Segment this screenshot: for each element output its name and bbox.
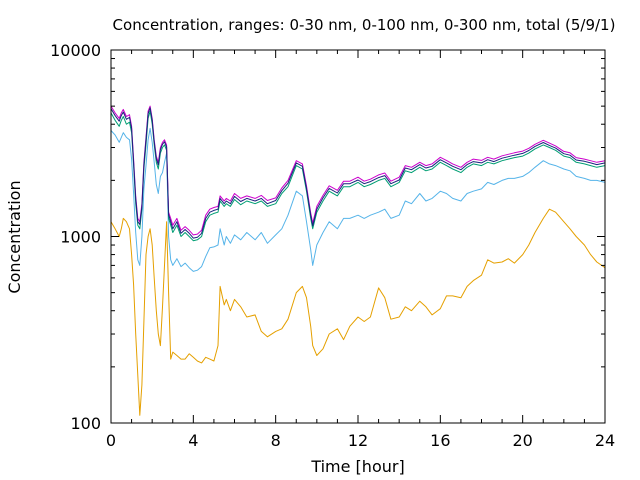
series-line-1 — [110, 208, 606, 416]
x-tick-label: 16 — [430, 431, 450, 450]
x-tick-label: 0 — [106, 431, 116, 450]
x-axis-title: Time [hour] — [310, 457, 404, 476]
y-tick-label: 10000 — [50, 41, 101, 60]
x-tick-label: 12 — [348, 431, 368, 450]
x-axis-ticks: 0 4 8 12 16 20 24 — [106, 50, 615, 450]
y-axis-title: Concentration — [5, 180, 24, 293]
y-axis-ticks: 100 1000 10000 — [50, 41, 605, 433]
x-tick-label: 24 — [595, 431, 615, 450]
y-tick-label: 1000 — [60, 228, 101, 247]
x-tick-label: 20 — [512, 431, 532, 450]
series-line-5 — [110, 107, 606, 239]
plot-frame — [110, 49, 606, 424]
x-tick-label: 4 — [188, 431, 198, 450]
y-tick-label: 100 — [70, 414, 101, 433]
x-tick-label: 8 — [271, 431, 281, 450]
series-layer — [110, 105, 606, 416]
series-line-3 — [110, 110, 606, 242]
series-line-2 — [110, 127, 606, 272]
chart-title: Concentration, ranges: 0-30 nm, 0-100 nm… — [113, 16, 616, 34]
